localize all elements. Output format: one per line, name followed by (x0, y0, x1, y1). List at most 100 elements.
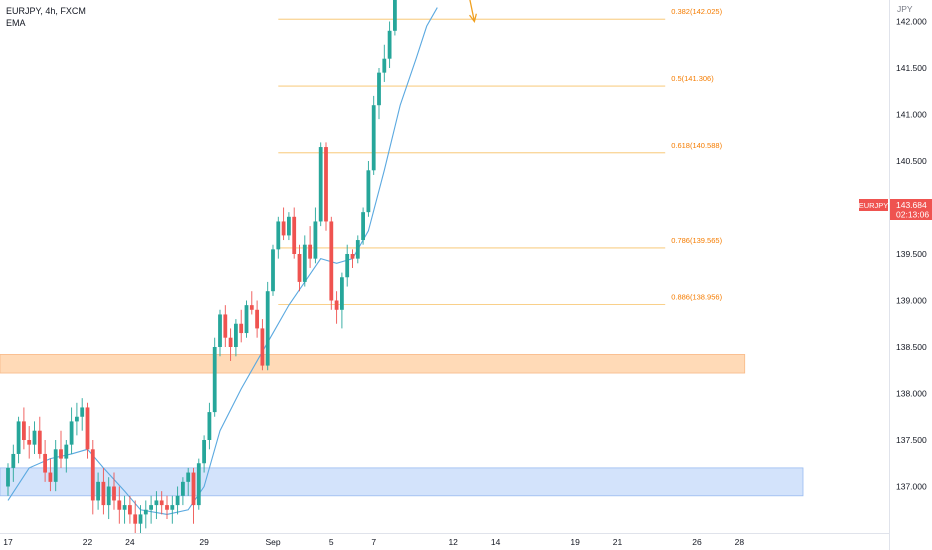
candle[interactable] (308, 226, 312, 268)
candle-body (276, 221, 281, 250)
badge-countdown: 02:13:06 (896, 210, 929, 220)
candle[interactable] (186, 467, 191, 496)
candle[interactable] (149, 495, 153, 524)
candle[interactable] (276, 216, 281, 259)
candle[interactable] (366, 161, 371, 217)
candle[interactable] (239, 309, 244, 343)
candle[interactable] (181, 477, 185, 506)
candle[interactable] (329, 216, 334, 310)
candle[interactable] (69, 407, 74, 454)
candle[interactable] (212, 337, 217, 417)
candle[interactable] (371, 95, 376, 175)
candle[interactable] (43, 440, 47, 482)
candle[interactable] (80, 398, 85, 431)
candle[interactable] (387, 21, 392, 69)
candle[interactable] (112, 472, 116, 510)
candle-body (191, 472, 196, 506)
candle[interactable] (59, 430, 63, 468)
candle[interactable] (324, 142, 328, 231)
candle[interactable] (249, 291, 254, 315)
candle[interactable] (318, 142, 323, 227)
candle[interactable] (96, 472, 100, 510)
candle[interactable] (75, 402, 79, 436)
candle[interactable] (377, 68, 381, 120)
candle[interactable] (350, 249, 355, 268)
price-tick-label: 137.500 (896, 435, 927, 445)
candle[interactable] (101, 467, 106, 515)
time-tick-label: 7 (371, 537, 376, 547)
candle[interactable] (143, 500, 148, 529)
candle[interactable] (234, 319, 238, 357)
candle-body (175, 495, 180, 506)
candle[interactable] (202, 435, 206, 473)
price-axis[interactable]: JPY 147.500147.000146.500146.000145.5001… (889, 0, 927, 550)
candle[interactable] (228, 328, 233, 361)
candle[interactable] (128, 495, 132, 524)
candle[interactable] (191, 467, 196, 524)
candle[interactable] (345, 244, 350, 287)
candle[interactable] (64, 440, 69, 473)
candle[interactable] (287, 212, 291, 241)
candle[interactable] (106, 477, 111, 520)
candle-body (377, 72, 381, 106)
candle[interactable] (355, 235, 360, 264)
candle[interactable] (260, 319, 265, 371)
time-tick-label: 12 (448, 537, 458, 547)
candle[interactable] (48, 458, 53, 492)
candle[interactable] (154, 491, 159, 520)
candle[interactable] (175, 486, 180, 515)
candle-body (85, 407, 90, 450)
candle[interactable] (281, 207, 286, 241)
candle-body (90, 449, 95, 501)
candle[interactable] (334, 291, 339, 324)
candle-body (244, 305, 249, 334)
candle[interactable] (90, 440, 95, 515)
candle-body (165, 505, 169, 510)
candle[interactable] (32, 421, 37, 454)
candle[interactable] (382, 44, 387, 82)
candle[interactable] (340, 272, 344, 329)
candle[interactable] (292, 207, 297, 259)
badge-symbol: EURJPY (859, 201, 889, 210)
candle[interactable] (361, 207, 365, 245)
candle[interactable] (85, 402, 90, 459)
candle-body (138, 514, 143, 524)
candle[interactable] (16, 416, 21, 464)
candle[interactable] (117, 486, 122, 524)
candle[interactable] (297, 244, 302, 292)
candle-body (292, 216, 297, 254)
candle[interactable] (265, 281, 270, 371)
candle-body (345, 254, 350, 278)
candle[interactable] (27, 426, 32, 459)
candle[interactable] (138, 505, 143, 533)
candle-body (249, 305, 254, 310)
candle[interactable] (207, 402, 212, 450)
candle[interactable] (196, 458, 201, 510)
candle[interactable] (393, 0, 397, 36)
candle-body (382, 58, 387, 73)
candle[interactable] (271, 244, 275, 296)
candle[interactable] (223, 305, 228, 347)
candle[interactable] (37, 416, 42, 459)
candle[interactable] (22, 407, 26, 450)
candle-body (313, 221, 318, 259)
candle[interactable] (218, 309, 222, 357)
candle[interactable] (159, 491, 164, 515)
candle[interactable] (302, 235, 307, 287)
candle[interactable] (6, 463, 10, 496)
candle-body (11, 453, 16, 468)
candle[interactable] (11, 444, 16, 482)
time-tick-label: 24 (125, 537, 135, 547)
candle[interactable] (313, 207, 318, 264)
candle[interactable] (255, 300, 259, 338)
candle[interactable] (122, 495, 127, 524)
candle[interactable] (53, 440, 58, 492)
badge-price-bg (890, 199, 932, 220)
time-axis[interactable]: 17 22 24 29 Sep 5 7 12 14 19 21 26 28 (0, 533, 889, 548)
candle[interactable] (165, 495, 169, 520)
candle-body (159, 500, 164, 506)
candle[interactable] (133, 500, 138, 533)
candle[interactable] (244, 300, 249, 338)
candle[interactable] (170, 495, 175, 524)
